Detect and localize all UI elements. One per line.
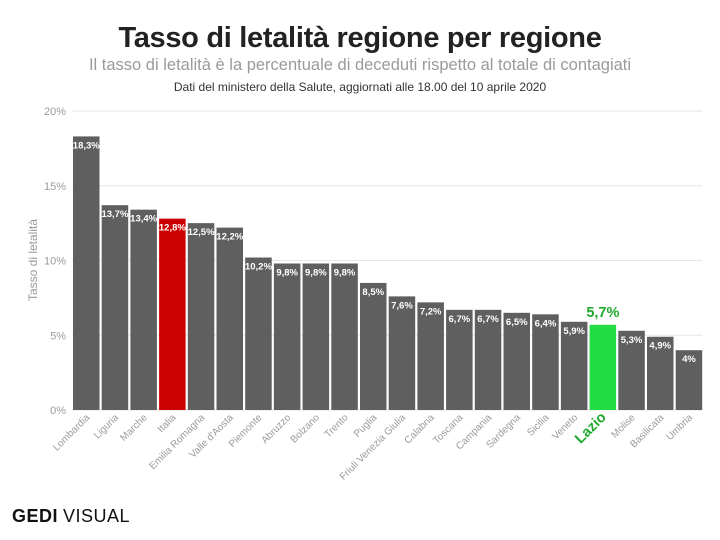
y-tick-label: 0% [50,405,66,417]
bars [73,136,703,411]
data-label: 6,7% [477,314,499,325]
data-label: 6,7% [449,314,471,325]
bar [360,282,387,410]
bar-chart: 0% 5% 10% 15% 20% Tasso di letalità 18,3% 13,… [26,106,703,483]
bar [647,336,674,410]
data-label: 13,4% [130,214,157,225]
y-axis-ticks: 0% 5% 10% 15% 20% [44,106,66,417]
bar [159,218,186,410]
gedi-visual-logo: GEDI VISUAL [12,506,130,527]
x-tick-label: Puglia [352,412,380,440]
bar [417,302,444,410]
data-label: 18,3% [73,140,100,151]
chart-title: Tasso di letalità regione per regione [118,22,602,54]
bar [474,309,502,410]
bar [388,296,416,410]
x-tick-label: Marche [118,412,150,444]
bar [130,209,157,410]
x-tick-label: Liguria [92,412,121,441]
data-label: 5,7% [586,305,619,321]
data-label: 12,2% [216,232,243,243]
chart-source-note: Dati del ministero della Salute, aggiorn… [173,80,547,94]
data-label: 6,4% [535,318,557,329]
data-label: 7,6% [391,300,413,311]
x-tick-label: Bolzano [289,412,323,446]
x-tick-label: Calabria [403,412,437,446]
brand-visual: VISUAL [63,506,131,526]
y-tick-label: 15% [44,181,66,193]
bar [101,205,129,410]
y-tick-label: 10% [44,256,66,268]
bar [560,321,588,410]
chart-subtitle: Il tasso di letalità è la percentuale di… [88,56,632,74]
data-label: 5,3% [621,335,643,346]
data-label: 10,2% [245,262,272,273]
bar [618,330,645,410]
bar [187,223,215,410]
data-label: 5,9% [563,326,585,337]
x-tick-label: Sicilia [525,412,552,439]
data-label: 8,5% [362,287,384,298]
x-tick-label: Abruzzo [260,412,294,446]
bar [273,263,301,410]
brand-gedi: GEDI [12,506,59,526]
bar [503,312,530,410]
data-label: 4,9% [649,341,671,352]
bar [589,324,617,410]
y-axis-label: Tasso di letalità [26,219,40,301]
x-tick-label: Trento [323,412,351,440]
x-tick-label: Umbria [665,412,696,443]
data-label: 9,8% [305,267,327,278]
data-labels: 18,3% 13,7% 13,4%12,8% 12,5% 12,2% 10,2% 9,8% 9… [73,140,697,365]
data-label: 13,7% [101,209,128,220]
data-label: 9,8% [276,267,298,278]
bar [532,314,559,410]
x-tick-label: Lombardia [51,412,92,453]
bar [331,263,358,410]
bar [245,257,272,410]
bar [216,227,243,410]
bar [302,263,330,410]
x-tick-label: Italia [156,412,179,435]
bar [446,309,473,410]
data-label: 4% [682,354,696,365]
bar [675,350,703,410]
data-label: 9,8% [334,267,356,278]
data-label: 6,5% [506,317,528,328]
y-tick-label: 20% [44,106,66,118]
y-tick-label: 5% [50,330,66,342]
data-label: 12,5% [188,227,215,238]
data-label: 7,2% [420,306,442,317]
bar [73,136,100,411]
data-label: 12,8% [159,223,186,234]
x-tick-label: Lazio [572,409,610,447]
